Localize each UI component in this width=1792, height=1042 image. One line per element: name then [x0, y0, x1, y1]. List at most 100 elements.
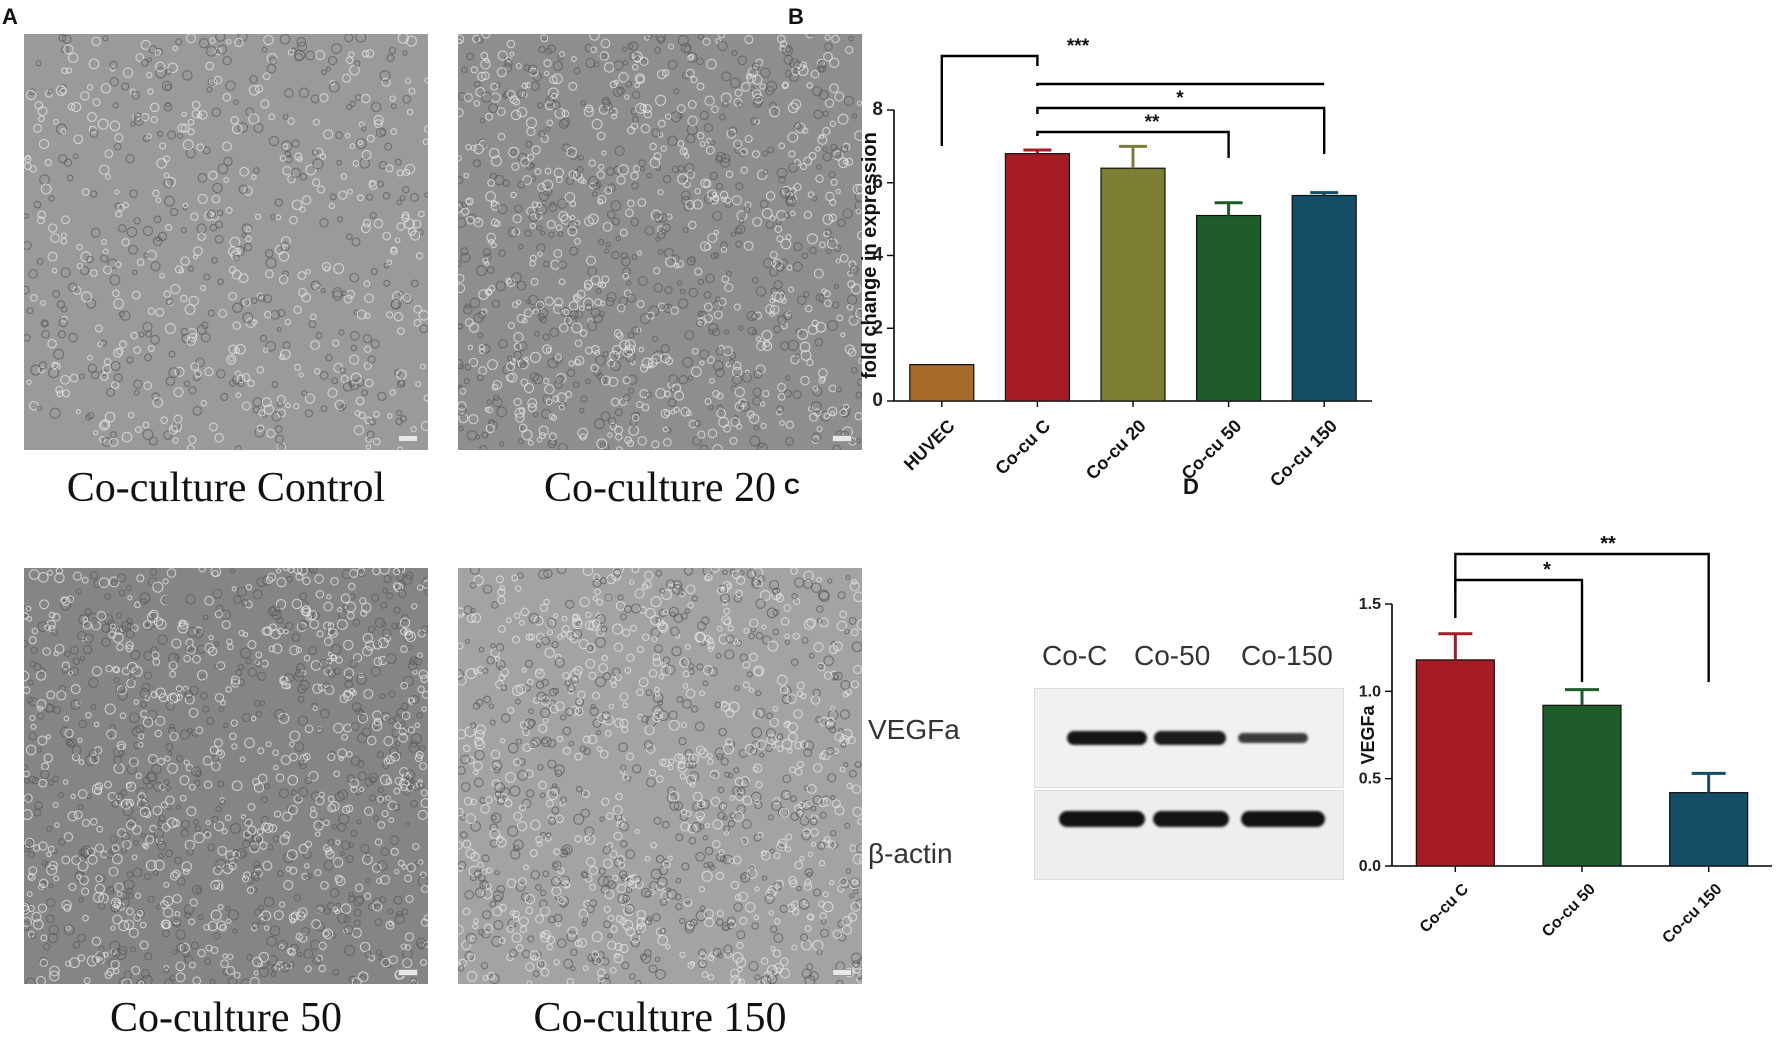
- cell-mark: [596, 730, 602, 736]
- cell-mark: [521, 82, 529, 89]
- cell-mark: [600, 625, 608, 633]
- cell-mark: [810, 805, 817, 812]
- cell-mark: [712, 839, 721, 849]
- cell-mark: [617, 303, 626, 313]
- cell-mark: [112, 289, 120, 298]
- cell-mark: [708, 404, 714, 411]
- cell-mark: [643, 740, 653, 750]
- cell-mark: [572, 293, 582, 303]
- cell-mark: [664, 390, 671, 398]
- cell-mark: [509, 785, 521, 797]
- cell-mark: [736, 423, 743, 430]
- cell-mark: [274, 198, 283, 207]
- cell-mark: [134, 892, 142, 899]
- cell-mark: [241, 598, 249, 607]
- cell-mark: [245, 317, 256, 328]
- cell-mark: [70, 101, 82, 113]
- cell-mark: [479, 347, 486, 355]
- cell-mark: [557, 896, 566, 905]
- cell-mark: [225, 905, 231, 912]
- cell-mark: [702, 835, 709, 841]
- cell-mark: [729, 858, 735, 864]
- cell-mark: [328, 628, 338, 639]
- cell-mark: [179, 942, 190, 954]
- cell-mark: [81, 818, 91, 828]
- cell-mark: [175, 972, 186, 983]
- cell-mark: [160, 801, 168, 809]
- cell-mark: [611, 682, 617, 689]
- cell-mark: [49, 407, 61, 419]
- cell-mark: [203, 831, 212, 839]
- cell-mark: [662, 609, 669, 615]
- cell-mark: [522, 175, 533, 186]
- cell-mark: [251, 921, 260, 929]
- cell-mark: [147, 345, 155, 352]
- cell-mark: [495, 836, 507, 848]
- cell-mark: [288, 961, 295, 968]
- cell-mark: [387, 413, 393, 419]
- cell-mark: [683, 897, 693, 907]
- cell-mark: [188, 435, 197, 445]
- cell-mark: [24, 764, 29, 771]
- cell-mark: [751, 74, 763, 85]
- cell-mark: [408, 697, 415, 703]
- cell-mark: [655, 616, 662, 623]
- cell-mark: [533, 330, 540, 337]
- cell-mark: [754, 799, 760, 805]
- micrograph-150: [458, 568, 862, 984]
- cell-mark: [343, 639, 354, 651]
- cell-mark: [630, 217, 640, 227]
- cell-mark: [466, 430, 478, 441]
- cell-mark: [806, 617, 817, 628]
- cell-mark: [726, 916, 736, 926]
- cell-mark: [131, 290, 141, 300]
- cell-mark: [749, 865, 755, 871]
- cell-mark: [259, 841, 268, 850]
- cell-mark: [173, 387, 184, 398]
- cell-mark: [293, 363, 302, 371]
- cell-mark: [168, 661, 178, 671]
- cell-mark: [583, 283, 592, 291]
- cell-mark: [570, 965, 576, 972]
- cell-mark: [353, 309, 360, 316]
- bar-co-cu-c: [1004, 153, 1070, 402]
- cell-mark: [111, 948, 121, 958]
- cell-mark: [804, 975, 816, 984]
- cell-mark: [138, 742, 144, 748]
- cell-mark: [618, 742, 628, 753]
- cell-mark: [549, 704, 559, 714]
- cell-mark: [175, 688, 187, 700]
- cell-mark: [469, 722, 477, 729]
- cell-mark: [768, 106, 781, 118]
- cell-mark: [143, 872, 151, 881]
- cell-mark: [404, 821, 411, 827]
- row-label-vegfa: VEGFa: [868, 714, 960, 745]
- cell-mark: [331, 377, 339, 385]
- cell-mark: [643, 570, 654, 581]
- cell-mark: [689, 781, 696, 788]
- cell-mark: [644, 225, 655, 236]
- cell-mark: [197, 193, 208, 204]
- cell-mark: [541, 929, 551, 940]
- cell-mark: [143, 252, 149, 259]
- cell-mark: [473, 777, 484, 788]
- cell-mark: [541, 738, 549, 745]
- cell-mark: [515, 881, 526, 892]
- cell-mark: [769, 215, 776, 222]
- cell-mark: [298, 372, 304, 378]
- cell-mark: [355, 707, 363, 716]
- cell-mark: [133, 217, 141, 225]
- cell-mark: [643, 949, 652, 958]
- cell-mark: [256, 576, 267, 588]
- cell-mark: [385, 164, 394, 173]
- cell-mark: [65, 925, 72, 931]
- cell-mark: [109, 60, 118, 69]
- cell-mark: [346, 104, 353, 111]
- cell-mark: [24, 838, 34, 850]
- cell-mark: [850, 901, 861, 912]
- cell-mark: [423, 914, 428, 922]
- cell-mark: [252, 777, 261, 786]
- cell-mark: [363, 688, 374, 700]
- cell-mark: [718, 849, 725, 856]
- cell-mark: [523, 684, 531, 692]
